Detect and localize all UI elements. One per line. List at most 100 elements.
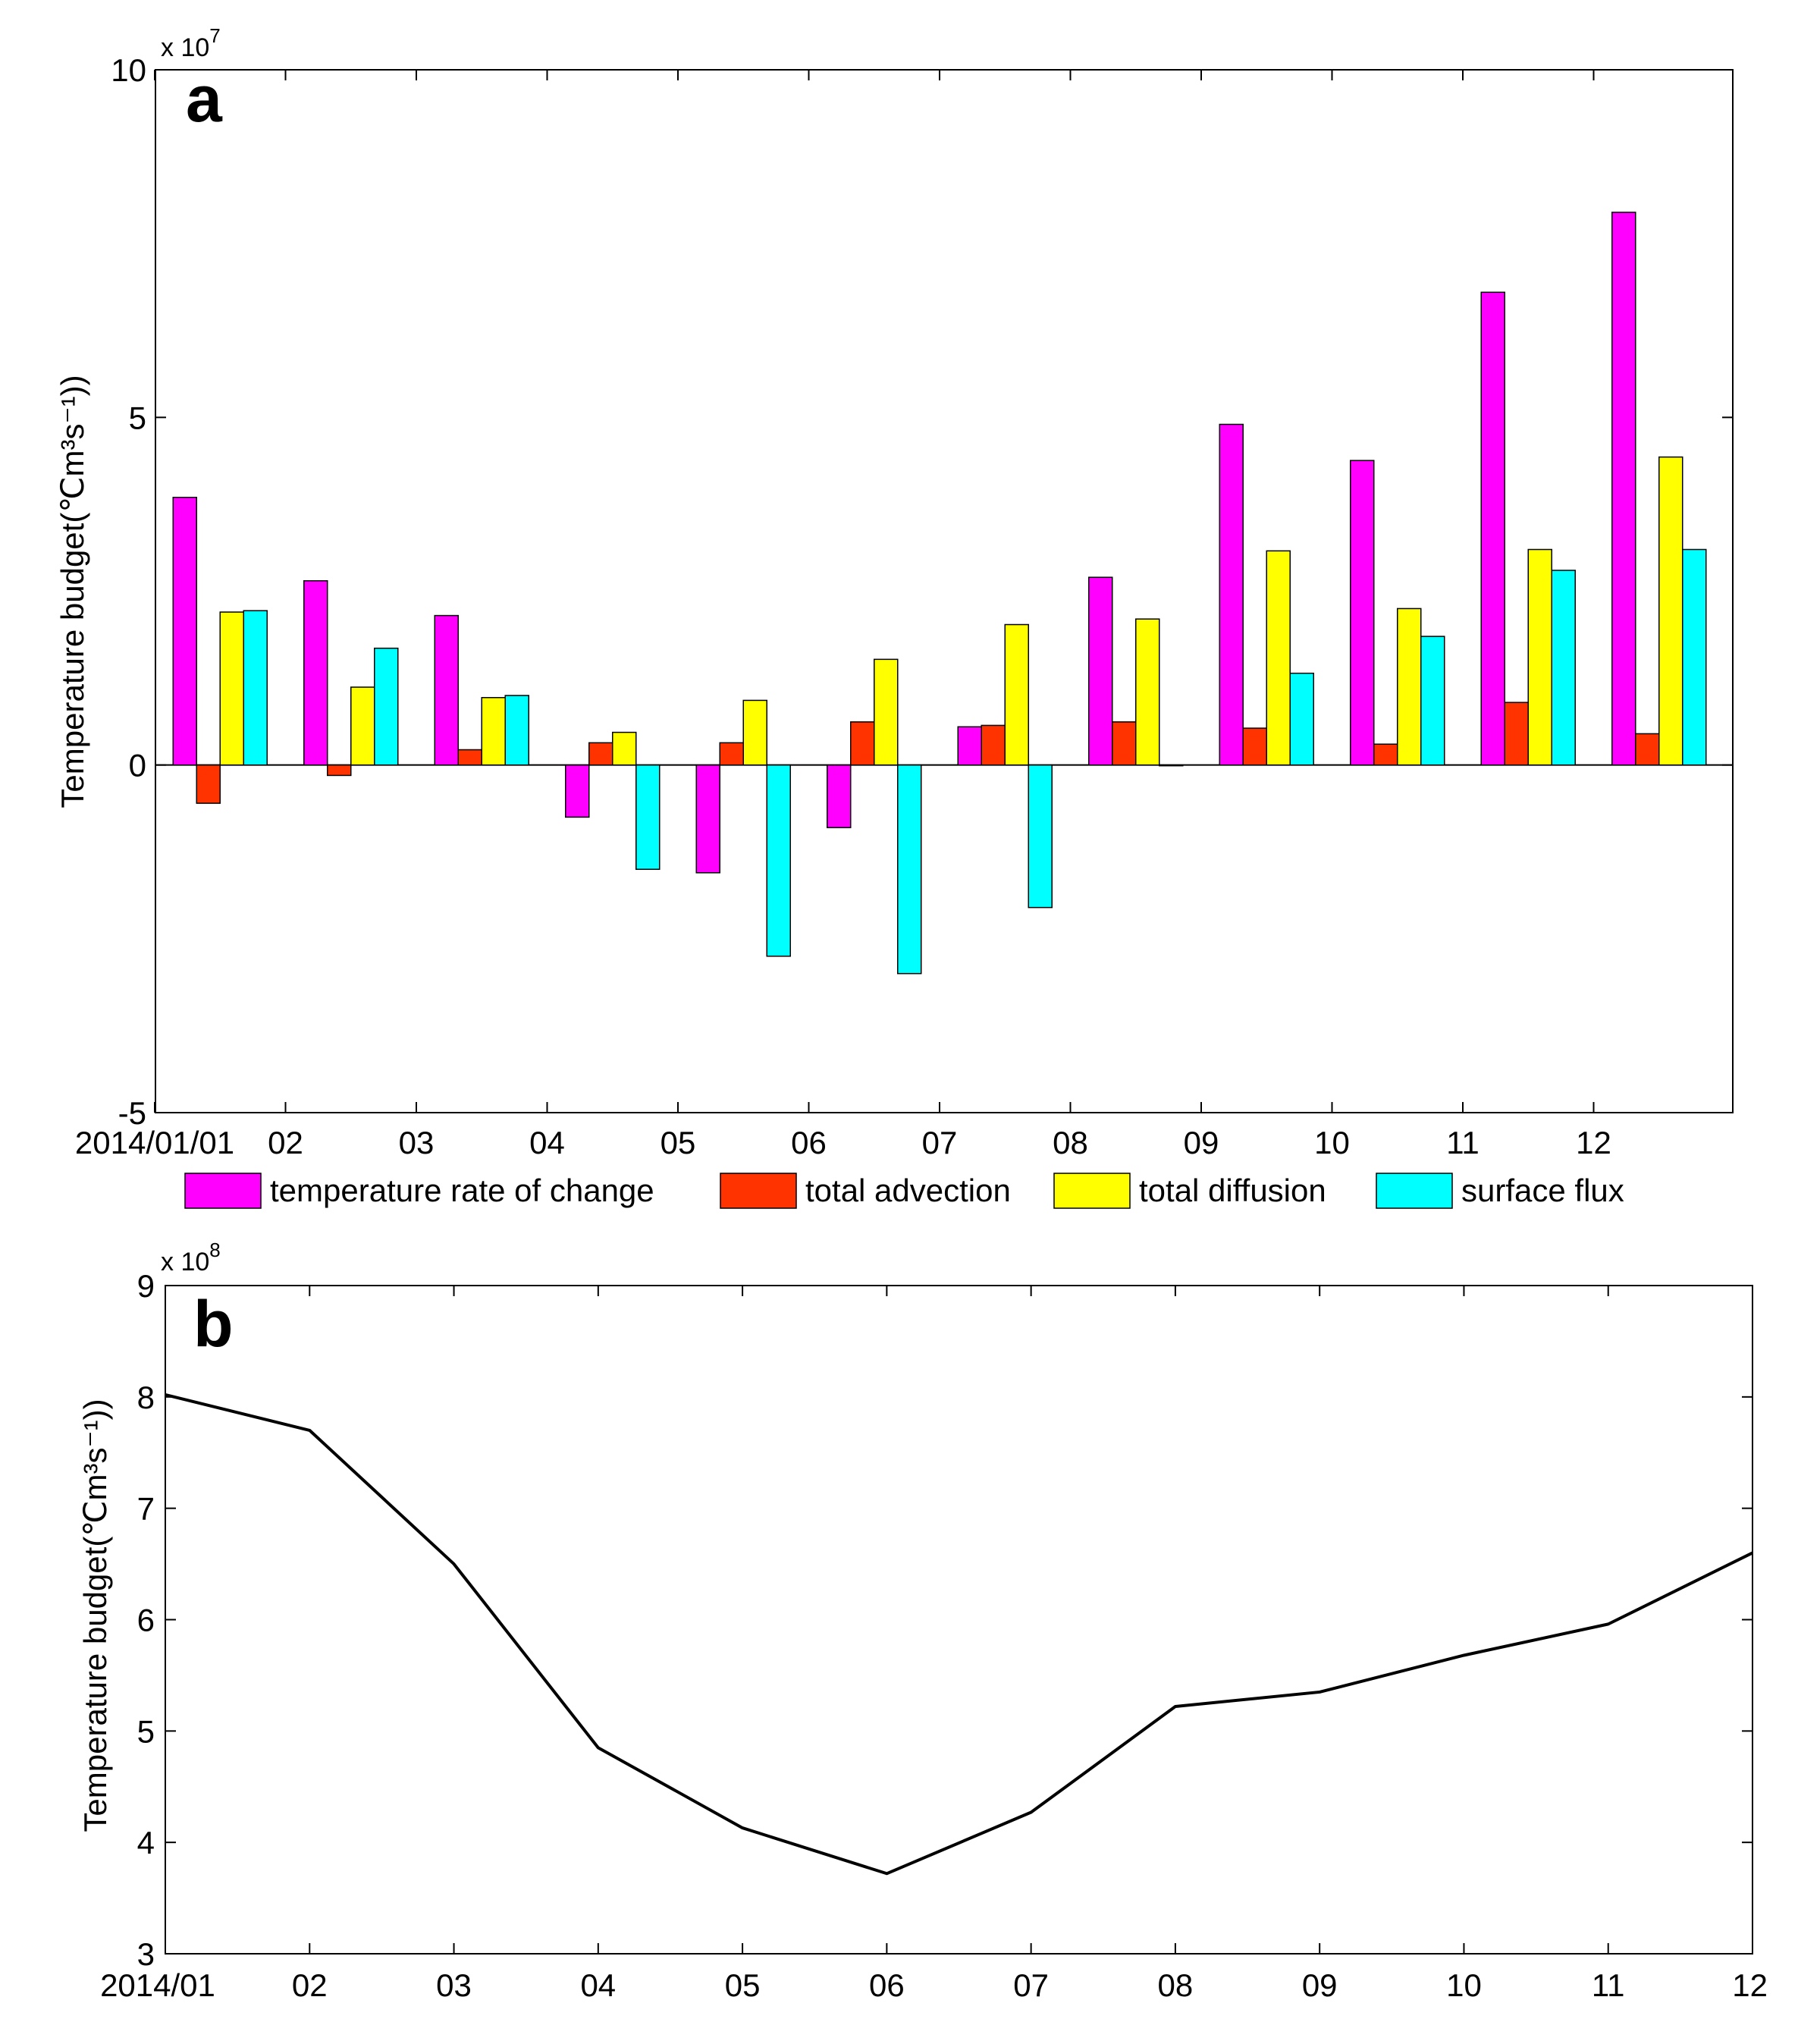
bar-total-diffusion-03 (481, 697, 506, 766)
bar-total-advection-09 (1242, 727, 1267, 766)
bar-total-diffusion-09 (1266, 550, 1291, 766)
legend-item: total advection (720, 1173, 1011, 1209)
x-tick-label: 07 (1013, 1967, 1049, 2003)
bar-surface-flux-10 (1420, 636, 1445, 766)
x-tick-label: 09 (1184, 1125, 1219, 1160)
x-tick-label: 2014/01/01 (75, 1125, 234, 1160)
x-tick-label: 02 (268, 1125, 303, 1160)
bar-total-advection-08 (1112, 721, 1137, 766)
bar-total-advection-03 (457, 749, 482, 766)
panel-a-bars (172, 212, 1707, 975)
y-tick-label: 8 (137, 1380, 155, 1415)
bar-total-diffusion-05 (742, 699, 767, 766)
x-tick-label: 10 (1314, 1125, 1350, 1160)
bar-total-advection-12 (1635, 733, 1660, 766)
legend-label: surface flux (1461, 1173, 1624, 1208)
x-tick-label: 03 (399, 1125, 435, 1160)
x-tick-label: 2014/01 (100, 1967, 215, 2003)
bar-temperature-rate-of-change-06 (827, 764, 852, 828)
bar-surface-flux-09 (1289, 672, 1314, 766)
bar-surface-flux-12 (1682, 548, 1707, 766)
legend-label: total advection (805, 1173, 1011, 1208)
bar-total-advection-06 (850, 721, 875, 766)
bar-total-diffusion-11 (1527, 548, 1552, 766)
y-tick-label: 5 (129, 400, 146, 435)
bar-total-diffusion-08 (1135, 618, 1160, 766)
bar-total-advection-10 (1373, 743, 1398, 766)
x-tick-label: 11 (1446, 1125, 1480, 1160)
panel-b-y-tick-labels: 3 4 5 6 7 8 9 (137, 1268, 155, 1972)
y-tick-label: 4 (137, 1825, 155, 1860)
x-tick-label: 05 (661, 1125, 696, 1160)
panel-a-label: a (186, 63, 223, 136)
bar-total-advection-02 (327, 764, 352, 777)
x-tick-label: 06 (869, 1967, 905, 2003)
panel-a-ticks (154, 69, 1733, 1113)
x-tick-label: 05 (725, 1967, 761, 2003)
bar-total-diffusion-07 (1004, 623, 1029, 766)
bar-temperature-rate-of-change-07 (957, 726, 982, 766)
bar-temperature-rate-of-change-2014-01-01 (172, 497, 197, 766)
panel-a-x-tick-labels: 2014/01/01 02 03 04 05 06 07 08 09 10 11 12 (75, 1125, 1611, 1160)
x-tick-label: 08 (1053, 1125, 1088, 1160)
y-tick-label: 6 (137, 1603, 155, 1638)
x-tick-label: 04 (580, 1967, 616, 2003)
bar-total-diffusion-12 (1658, 456, 1683, 766)
x-tick-label: 06 (791, 1125, 827, 1160)
bar-surface-flux-06 (897, 764, 922, 975)
bar-surface-flux-05 (766, 764, 791, 957)
y-tick-label: 3 (137, 1936, 155, 1972)
bar-total-diffusion-10 (1397, 608, 1422, 766)
bar-surface-flux-11 (1551, 570, 1576, 766)
y-tick-label: 7 (137, 1491, 155, 1527)
legend-swatch (1376, 1173, 1453, 1209)
bar-total-advection-07 (981, 724, 1006, 766)
panel-a-y-tick-labels: -5 0 5 10 (111, 52, 146, 1131)
legend-swatch (720, 1173, 797, 1209)
bar-total-advection-2014-01-01 (196, 764, 221, 804)
bar-surface-flux-2014-01-01 (243, 610, 268, 766)
bar-temperature-rate-of-change-04 (565, 764, 590, 818)
bar-total-diffusion-06 (874, 658, 899, 766)
bar-total-diffusion-2014-01-01 (219, 611, 244, 766)
bar-total-advection-11 (1504, 702, 1529, 766)
bar-temperature-rate-of-change-08 (1088, 576, 1113, 766)
bar-surface-flux-02 (374, 647, 399, 766)
panel-a-plot-area (155, 69, 1734, 1113)
y-tick-label: 5 (137, 1713, 155, 1749)
x-tick-label: 12 (1576, 1125, 1611, 1160)
legend-item: temperature rate of change (184, 1173, 654, 1209)
panel-b-plot-area (165, 1285, 1753, 1955)
temperature-budget-line (165, 1392, 1753, 1876)
bar-total-advection-05 (719, 742, 744, 766)
panel-a-y-axis-label: Temperature budget(℃m³s⁻¹)) (55, 375, 90, 808)
x-tick-label: 12 (1732, 1967, 1768, 2003)
bar-temperature-rate-of-change-02 (303, 580, 328, 766)
bar-temperature-rate-of-change-03 (434, 614, 459, 766)
bar-temperature-rate-of-change-09 (1219, 423, 1244, 766)
bar-temperature-rate-of-change-11 (1480, 291, 1505, 766)
panel-b-line (165, 1392, 1753, 1876)
y-tick-label: 10 (111, 52, 146, 88)
legend-label: total diffusion (1139, 1173, 1326, 1208)
y-tick-label: 0 (129, 748, 146, 783)
panel-a-y-scale: x 107 (161, 24, 221, 62)
panel-b-label: b (193, 1288, 234, 1361)
bar-surface-flux-03 (504, 695, 529, 766)
bar-total-advection-04 (588, 742, 613, 766)
x-tick-label: 02 (292, 1967, 328, 2003)
legend-swatch (184, 1173, 262, 1209)
bar-surface-flux-08 (1159, 764, 1184, 767)
bar-surface-flux-04 (635, 764, 661, 870)
panel-b-y-axis-label: Temperature budget(℃m³s⁻¹)) (77, 1399, 113, 1832)
x-tick-label: 07 (922, 1125, 958, 1160)
panel-a-legend: temperature rate of change total advectio… (184, 1173, 1624, 1209)
y-tick-label: 9 (137, 1268, 155, 1304)
legend-label: temperature rate of change (270, 1173, 654, 1208)
x-tick-label: 11 (1592, 1967, 1625, 2003)
y-tick-label: -5 (118, 1095, 146, 1131)
bar-temperature-rate-of-change-05 (695, 764, 720, 874)
